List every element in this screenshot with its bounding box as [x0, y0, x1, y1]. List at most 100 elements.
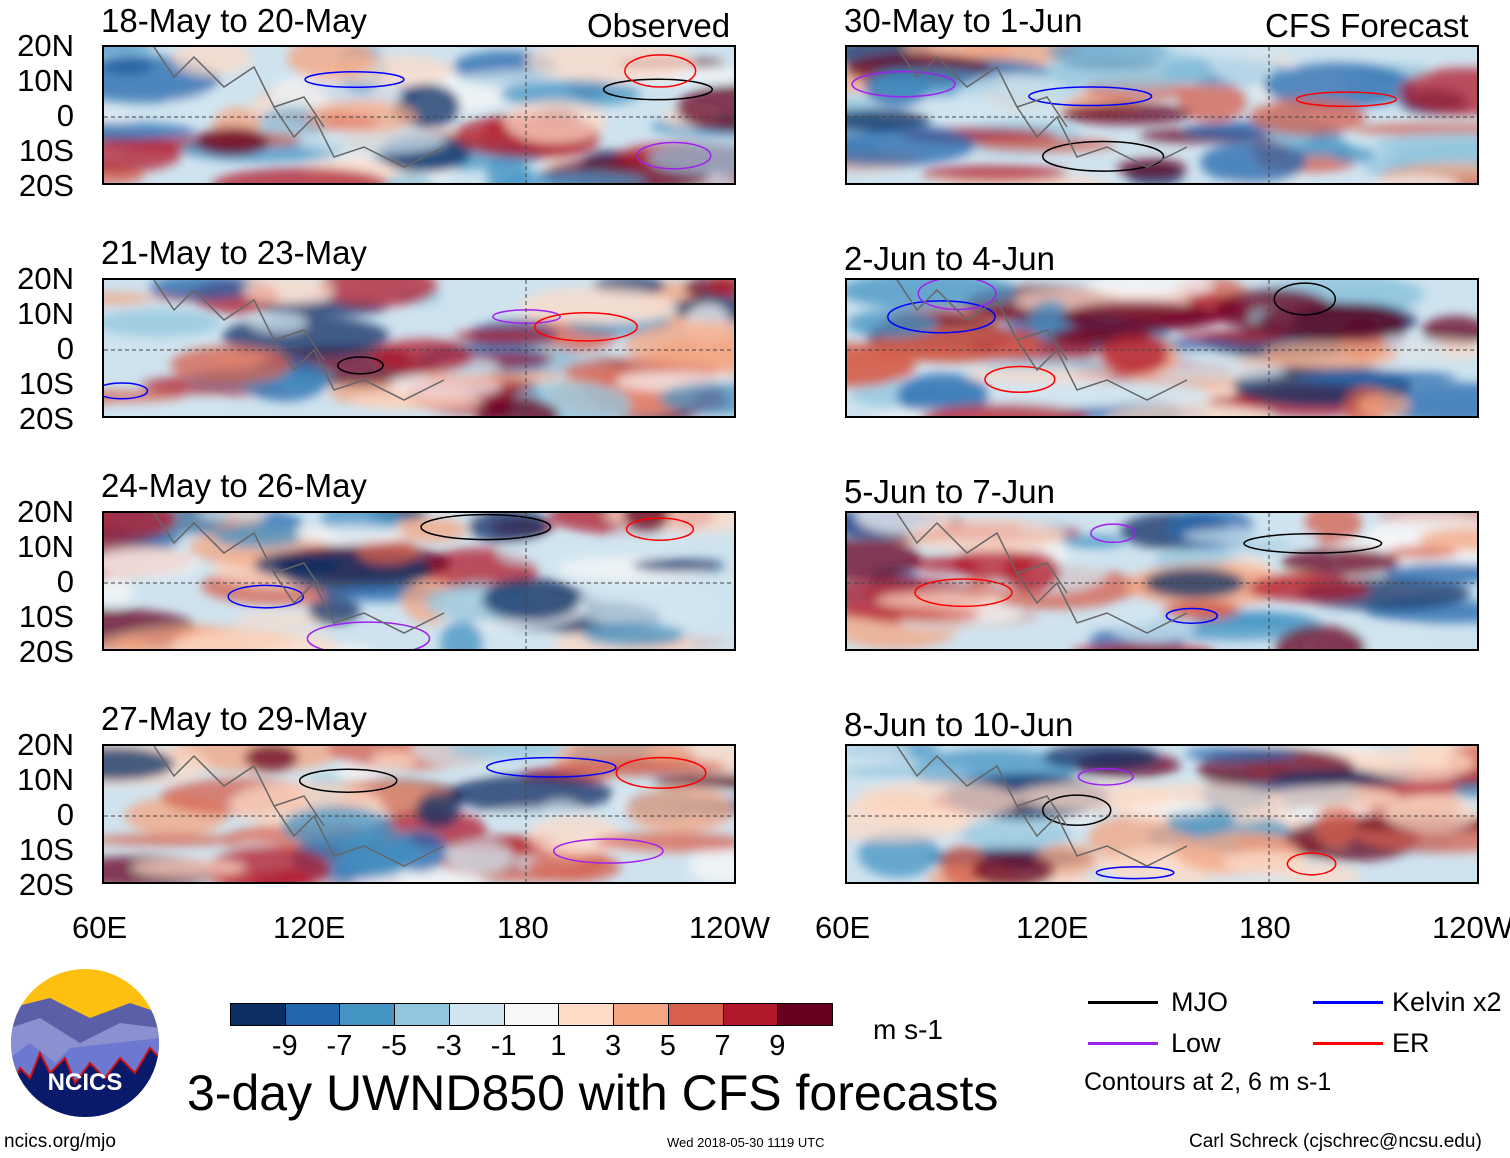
- anomaly-patch: [895, 608, 981, 623]
- anomaly-patch: [454, 328, 559, 345]
- lat-label: 10N: [17, 529, 74, 564]
- lon-label: 120W: [689, 910, 770, 945]
- anomaly-patch: [448, 774, 613, 813]
- lon-label: 60E: [815, 910, 871, 945]
- lat-label: 20S: [18, 168, 74, 203]
- lat-label: 10N: [17, 296, 74, 331]
- anomaly-patch: [294, 525, 405, 545]
- colorbar-swatch: [284, 1003, 341, 1026]
- ncics-logo: NCICS: [11, 969, 159, 1117]
- colorbar-units: m s-1: [873, 1014, 943, 1045]
- legend-low-label: Low: [1171, 1028, 1221, 1058]
- anomaly-patch: [1274, 625, 1366, 649]
- coastline: [153, 280, 445, 401]
- anomaly-patch: [1208, 47, 1279, 84]
- anomaly-patch: [1357, 393, 1410, 416]
- colorbar-swatch: [339, 1003, 396, 1026]
- anomaly-patch: [1387, 545, 1458, 559]
- anomaly-patch: [625, 321, 734, 369]
- wave-contour: [104, 382, 149, 400]
- anomaly-patch: [1107, 402, 1272, 416]
- anomaly-patch: [1383, 795, 1477, 832]
- lat-label: 0: [56, 331, 74, 366]
- anomaly-patch: [104, 134, 183, 173]
- anomaly-patch: [497, 541, 599, 565]
- anomaly-patch: [1222, 849, 1305, 875]
- coastline: [896, 746, 1188, 867]
- wave-contour: [1243, 533, 1383, 554]
- colorbar-swatch: [558, 1003, 615, 1026]
- anomaly-patch: [528, 815, 622, 857]
- anomaly-patch: [1138, 362, 1287, 381]
- cfs-forecast-label: CFS Forecast: [1265, 7, 1469, 44]
- panel-title-left-1: 21-May to 23-May: [101, 234, 367, 271]
- footer-url[interactable]: ncics.org/mjo: [4, 1131, 116, 1152]
- anomaly-patch: [104, 47, 156, 56]
- anomaly-patch: [1384, 562, 1477, 585]
- anomaly-patch: [1281, 548, 1400, 576]
- colorbar-swatch: [613, 1003, 669, 1026]
- anomaly-patch: [976, 138, 1116, 152]
- anomaly-patch: [552, 758, 728, 774]
- colorbar-swatch: [777, 1003, 833, 1026]
- anomaly-patch: [689, 846, 734, 882]
- anomaly-patch: [356, 538, 418, 565]
- anomaly-patch: [173, 47, 252, 76]
- coastline: [153, 47, 445, 168]
- legend-mjo-line: [1088, 1001, 1158, 1004]
- anomaly-patch: [104, 309, 221, 337]
- panel-title-right-2: 5-Jun to 7-Jun: [844, 473, 1055, 510]
- anomaly-patch: [1101, 333, 1169, 375]
- anomaly-patch: [1199, 141, 1307, 183]
- anomaly-patch: [1204, 872, 1296, 882]
- anomaly-patch: [905, 518, 1067, 553]
- wave-contour: [615, 756, 707, 789]
- lat-label: 0: [56, 564, 74, 599]
- observed-label: Observed: [587, 7, 731, 44]
- wave-contour: [306, 621, 431, 649]
- anomaly-patch: [1362, 746, 1474, 782]
- wave-contour: [624, 54, 697, 88]
- figure-title: 3-day UWND850 with CFS forecasts: [187, 1065, 999, 1121]
- lat-label: 20S: [18, 634, 74, 669]
- lat-label: 0: [56, 98, 74, 133]
- anomaly-patch: [857, 829, 940, 878]
- anomaly-patch: [1060, 103, 1192, 125]
- wind-anomaly-map: [845, 278, 1479, 418]
- wave-contour: [914, 578, 1013, 608]
- anomaly-patch: [652, 772, 734, 790]
- lat-label: 20N: [17, 727, 74, 762]
- anomaly-patch: [104, 636, 150, 649]
- lat-label: 10S: [18, 832, 74, 867]
- wave-contour: [1042, 794, 1112, 827]
- anomaly-patch: [1330, 146, 1375, 163]
- anomaly-patch: [1249, 97, 1366, 136]
- wave-contour: [1295, 91, 1398, 108]
- legend-kelvin-line: [1313, 1001, 1383, 1004]
- colorbar-label: 5: [659, 1030, 676, 1062]
- anomaly-patch: [197, 513, 268, 521]
- panel-title-left-3: 27-May to 29-May: [101, 700, 367, 737]
- anomaly-patch: [244, 746, 299, 772]
- wave-contour: [1286, 852, 1337, 876]
- anomaly-patch: [348, 393, 485, 410]
- lat-label: 10S: [18, 366, 74, 401]
- footer-timestamp: Wed 2018-05-30 1119 UTC: [667, 1135, 825, 1150]
- anomaly-patch: [847, 349, 917, 385]
- colorbar-label: 3: [605, 1030, 622, 1062]
- anomaly-patch: [922, 165, 1068, 183]
- panel-title-left-0: 18-May to 20-May: [101, 2, 367, 39]
- colorbar-label: -3: [436, 1030, 462, 1062]
- colorbar-swatch: [667, 1003, 724, 1026]
- colorbar-label: -9: [271, 1030, 298, 1062]
- anomaly-patch: [445, 840, 514, 874]
- anomaly-patch: [384, 172, 434, 183]
- anomaly-patch: [241, 280, 334, 305]
- anomaly-patch: [625, 787, 734, 833]
- colorbar-label: -7: [326, 1030, 353, 1062]
- anomaly-patch: [415, 792, 461, 829]
- wind-anomaly-map: [845, 45, 1479, 185]
- anomaly-patch: [955, 74, 1073, 116]
- anomaly-patch: [1088, 280, 1214, 299]
